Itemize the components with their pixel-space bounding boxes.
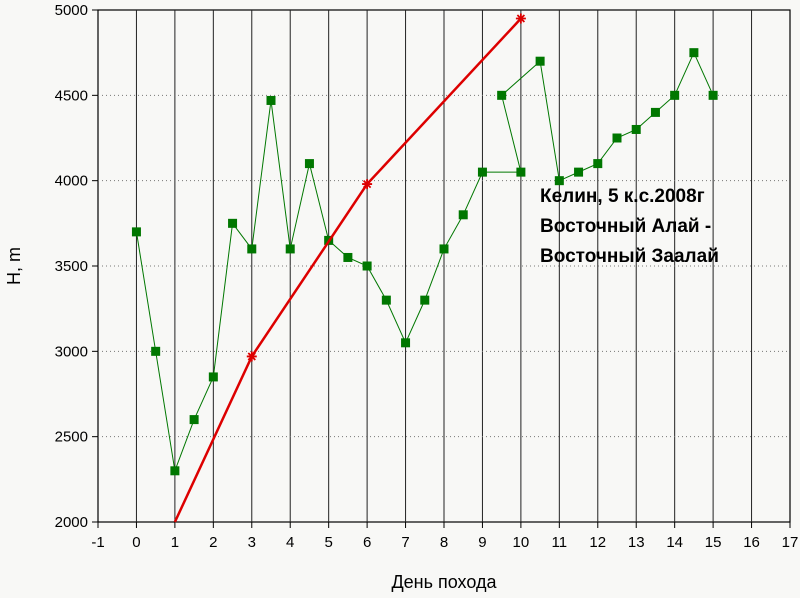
- x-tick-label: 13: [628, 534, 645, 551]
- series: [131, 13, 718, 523]
- annotation-line-2: Восточный Алай -: [540, 216, 711, 237]
- elevation-point: [631, 124, 641, 134]
- elevation-point: [285, 244, 295, 254]
- acclimatization-line: [173, 17, 522, 523]
- elevation-point: [708, 90, 718, 100]
- x-tick-label: 7: [401, 534, 409, 551]
- y-tick-label: 4000: [55, 173, 88, 190]
- y-tick-label: 4500: [55, 87, 88, 104]
- y-tick-label: 2500: [55, 429, 88, 446]
- elevation-point: [477, 167, 487, 177]
- x-tick-label: 8: [440, 534, 448, 551]
- x-tick-label: 9: [478, 534, 486, 551]
- elevation-point: [554, 176, 564, 186]
- elevation-point: [670, 90, 680, 100]
- x-tick-label: 12: [589, 534, 606, 551]
- x-tick-label: 10: [513, 534, 530, 551]
- axes: -1 0 1 2 3 4 5 6 7 8 9 10 11 12 13 14 15 16 17200025003000…: [55, 2, 799, 551]
- x-tick-label: 3: [248, 534, 256, 551]
- elevation-point: [420, 295, 430, 305]
- elevation-point: [401, 338, 411, 348]
- x-tick-label: 17: [782, 534, 799, 551]
- x-tick-label: 0: [132, 534, 140, 551]
- elevation-point: [131, 227, 141, 237]
- x-tick-label: 6: [363, 534, 371, 551]
- annotation: Келин, 5 к.с.2008г Восточный Алай - Вост…: [540, 186, 719, 267]
- elevation-point: [535, 56, 545, 66]
- elevation-point: [612, 133, 622, 143]
- elevation-point: [266, 95, 276, 105]
- elevation-point: [247, 244, 257, 254]
- elevation-point: [381, 295, 391, 305]
- y-tick-label: 2000: [55, 514, 88, 531]
- x-tick-label: 14: [666, 534, 683, 551]
- annotation-line-1: Келин, 5 к.с.2008г: [540, 186, 705, 207]
- elevation-point: [439, 244, 449, 254]
- elevation-point: [574, 167, 584, 177]
- elevation-point: [208, 372, 218, 382]
- acclimatization-star: [362, 179, 373, 190]
- elevation-point: [304, 159, 314, 169]
- acclimatization-star: [515, 13, 526, 24]
- y-tick-label: 5000: [55, 2, 88, 19]
- annotation-line-3: Восточный Заалай: [540, 246, 719, 267]
- elevation-point: [189, 415, 199, 425]
- x-tick-label: 16: [743, 534, 760, 551]
- acclimatization-star: [246, 351, 257, 362]
- elevation-point: [458, 210, 468, 220]
- x-tick-label: 5: [324, 534, 332, 551]
- elevation-point: [650, 107, 660, 117]
- elevation-point: [593, 159, 603, 169]
- x-tick-label: 4: [286, 534, 294, 551]
- elevation-point: [343, 252, 353, 262]
- x-tick-label: 15: [705, 534, 722, 551]
- elevation-point: [689, 48, 699, 58]
- y-tick-label: 3500: [55, 258, 88, 275]
- elevation-point: [362, 261, 372, 271]
- elevation-point: [170, 466, 180, 476]
- y-tick-label: 3000: [55, 343, 88, 360]
- x-axis-title: День похода: [391, 572, 497, 592]
- elevation-point: [516, 167, 526, 177]
- y-axis-title: H, m: [4, 247, 24, 285]
- x-tick-label: 11: [552, 534, 568, 551]
- elevation-point: [497, 90, 507, 100]
- x-tick-label: 1: [171, 534, 179, 551]
- elevation-point: [228, 218, 238, 228]
- x-tick-label: 2: [209, 534, 217, 551]
- elevation-point: [151, 346, 161, 356]
- x-tick-label: -1: [91, 534, 104, 551]
